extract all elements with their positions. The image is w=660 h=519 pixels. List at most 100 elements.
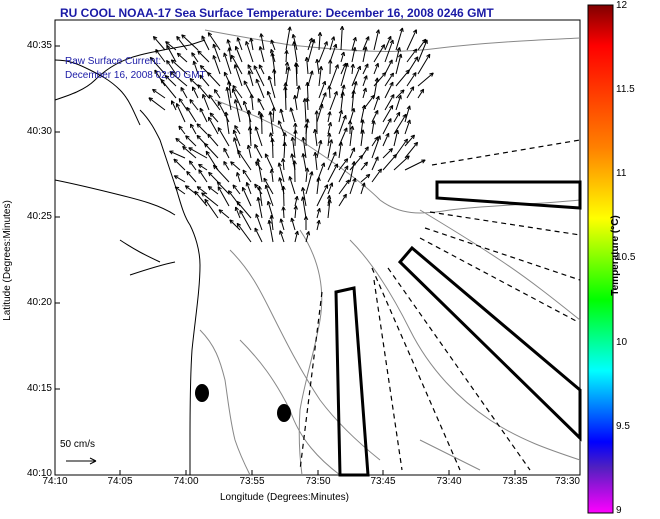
current-vector-head xyxy=(287,26,291,31)
current-vector-head xyxy=(237,37,241,41)
current-vector-head xyxy=(280,108,284,113)
current-vector-head xyxy=(320,140,323,145)
current-vector xyxy=(360,182,365,195)
current-vector-head xyxy=(264,184,267,190)
current-vector-head xyxy=(170,59,174,64)
colorbar-tick: 10.5 xyxy=(616,252,636,263)
current-vector-head xyxy=(328,85,332,90)
current-vector-head xyxy=(342,62,347,67)
current-vector-head xyxy=(421,38,426,42)
current-vector-head xyxy=(324,184,328,188)
current-vector-head xyxy=(335,44,338,49)
current-vector-head xyxy=(340,91,344,96)
current-vector-head xyxy=(185,135,190,138)
current-vector xyxy=(371,110,379,123)
current-vector-head xyxy=(258,64,263,68)
current-vector xyxy=(191,52,199,63)
current-vector-head xyxy=(279,218,282,223)
current-vector-head xyxy=(227,47,230,52)
current-vector-head xyxy=(200,65,205,68)
y-tick-label: 40:35 xyxy=(26,40,52,51)
current-vector xyxy=(373,29,380,51)
current-vector xyxy=(406,72,417,87)
current-vector xyxy=(270,39,276,51)
current-vector-head xyxy=(280,218,284,223)
current-vector-head xyxy=(347,63,349,68)
current-vector-head xyxy=(196,123,199,128)
current-vector xyxy=(316,208,321,219)
current-vector xyxy=(232,184,241,195)
current-vector-head xyxy=(209,112,214,116)
current-vector xyxy=(196,186,208,195)
current-vector xyxy=(393,113,407,135)
current-vector-head xyxy=(268,132,271,137)
current-vector-head xyxy=(291,136,296,141)
current-vector-head xyxy=(256,78,260,83)
current-vector-head xyxy=(289,176,293,180)
current-vector xyxy=(305,231,310,243)
current-vector-head xyxy=(197,84,200,89)
current-vector-head xyxy=(416,142,419,147)
current-vector-head xyxy=(281,206,284,211)
current-vector-head xyxy=(389,81,394,85)
current-vector xyxy=(417,53,431,75)
current-vector-head xyxy=(229,219,232,224)
current-vector-head xyxy=(246,144,249,150)
colorbar-tick: 11 xyxy=(616,168,627,179)
current-vector xyxy=(185,135,197,147)
current-vector-head xyxy=(231,54,235,58)
x-tick-label: 73:45 xyxy=(370,476,396,487)
current-vector-head xyxy=(190,123,195,127)
current-vector xyxy=(278,162,285,183)
current-vector xyxy=(327,151,337,171)
current-vector-head xyxy=(197,186,202,188)
current-vector xyxy=(216,181,230,195)
current-vector-head xyxy=(250,94,254,98)
current-vector-head xyxy=(232,85,237,88)
current-vector-head xyxy=(305,81,308,87)
current-vector xyxy=(417,39,428,63)
current-vector-head xyxy=(217,127,222,131)
current-vector-head xyxy=(322,92,327,96)
current-vector xyxy=(382,154,397,171)
current-vector xyxy=(351,37,357,51)
current-vector xyxy=(182,146,197,159)
current-vector-head xyxy=(267,200,272,205)
current-vector xyxy=(235,46,243,63)
current-vector-head xyxy=(389,72,394,76)
current-vector-head xyxy=(249,94,252,99)
current-vector xyxy=(181,34,199,51)
current-vector xyxy=(294,196,298,207)
current-vector-head xyxy=(186,171,189,176)
current-vector xyxy=(242,169,252,183)
bathymetry-contours-2 xyxy=(199,329,481,476)
current-vector-head xyxy=(389,104,393,109)
current-vector-head xyxy=(400,95,402,100)
current-vector xyxy=(175,137,186,147)
current-vector-head xyxy=(326,195,330,199)
current-vector-head xyxy=(318,220,321,225)
current-vector xyxy=(362,36,370,51)
current-vector-head xyxy=(180,86,185,91)
current-vector-head xyxy=(201,192,204,197)
current-vector xyxy=(269,111,274,135)
current-vector-head xyxy=(344,165,349,169)
current-vector xyxy=(327,132,331,147)
current-vector-head xyxy=(198,163,203,166)
current-vector-head xyxy=(317,32,321,37)
current-vector xyxy=(338,109,343,123)
current-vector xyxy=(271,169,274,183)
current-vector xyxy=(148,97,166,111)
current-vector-head xyxy=(191,52,196,56)
current-vector-head xyxy=(153,35,158,39)
current-vector xyxy=(201,192,219,207)
current-vector xyxy=(371,135,381,159)
current-vector-head xyxy=(176,35,181,39)
current-vector xyxy=(314,152,318,171)
current-vector-head xyxy=(214,88,219,92)
current-vector-head xyxy=(256,197,259,202)
current-vector-head xyxy=(419,88,424,92)
current-vector-head xyxy=(410,86,414,90)
current-vector-head xyxy=(334,64,339,68)
current-vector-head xyxy=(178,98,181,103)
